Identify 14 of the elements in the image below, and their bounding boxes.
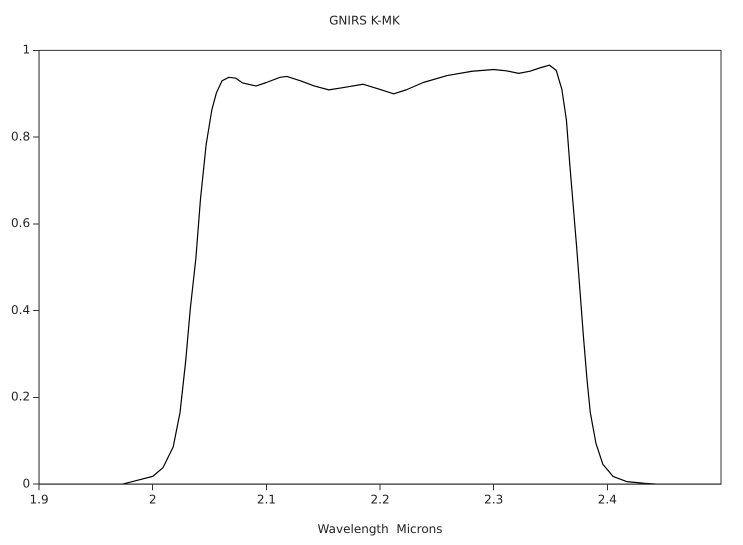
- y-tick-label: 0.8: [10, 129, 30, 144]
- y-tick-label: 1: [22, 42, 30, 57]
- y-tick-label: 0.2: [10, 390, 30, 404]
- y-tick-label: 0.6: [10, 216, 30, 230]
- x-tick-label: 1.9: [30, 492, 49, 507]
- x-tick-label: 2: [148, 492, 157, 507]
- y-tick-label: 0.4: [10, 302, 30, 317]
- x-tick-label: 2.2: [370, 492, 390, 507]
- y-tick-label: 0: [22, 476, 30, 490]
- x-tick-label: 2.3: [484, 492, 504, 507]
- x-tick-label: 2.4: [598, 492, 617, 507]
- chart-title: GNIRS K-MK: [329, 13, 401, 28]
- x-tick-label: 2.1: [256, 492, 276, 507]
- x-axis-title: Wavelength Microns: [318, 522, 443, 536]
